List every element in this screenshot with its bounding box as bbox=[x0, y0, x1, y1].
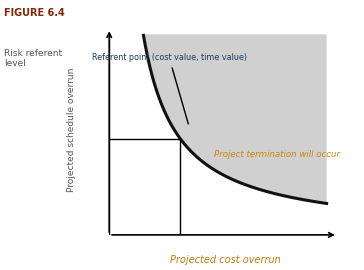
Text: FIGURE 6.4: FIGURE 6.4 bbox=[4, 8, 64, 18]
Text: Projected schedule overrun: Projected schedule overrun bbox=[67, 68, 76, 192]
Text: Referent point (cost value, time value): Referent point (cost value, time value) bbox=[92, 53, 247, 124]
Text: Risk referent
level: Risk referent level bbox=[4, 49, 62, 68]
Text: Projected cost overrun: Projected cost overrun bbox=[170, 255, 281, 265]
Text: Project termination will occur: Project termination will occur bbox=[214, 150, 340, 159]
Polygon shape bbox=[143, 34, 327, 204]
